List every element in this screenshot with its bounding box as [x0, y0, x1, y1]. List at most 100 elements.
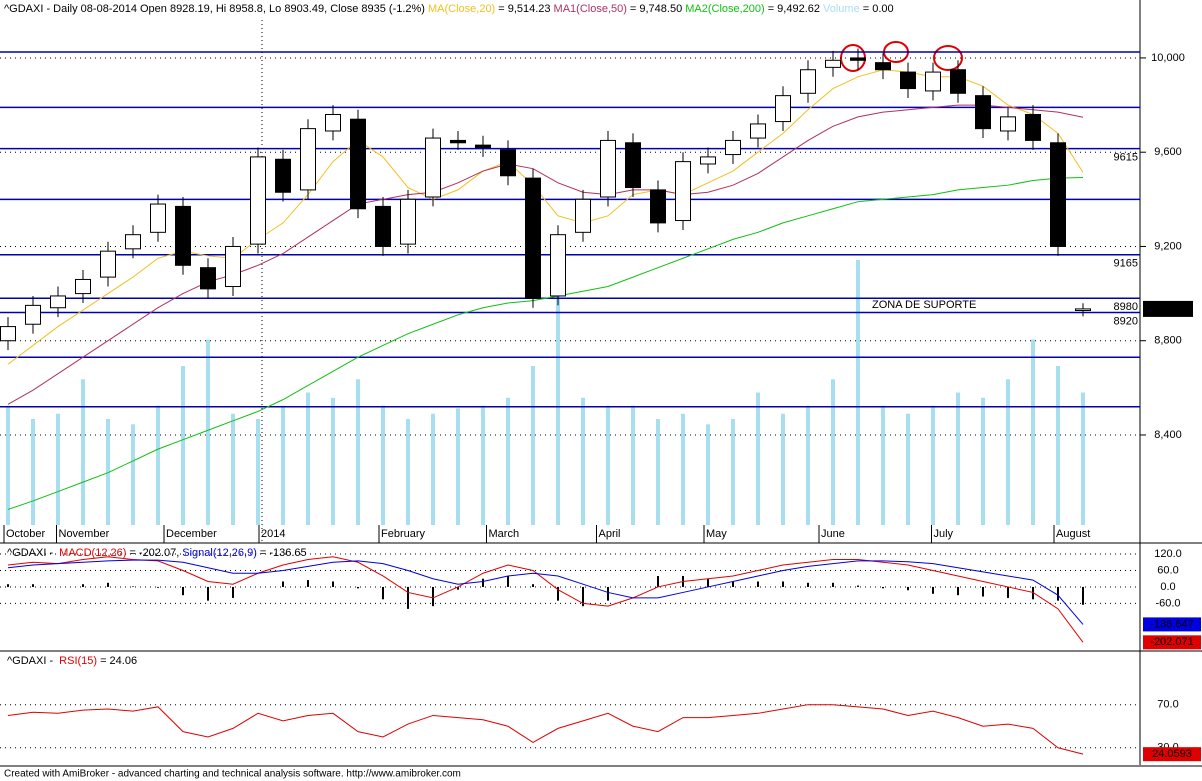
y-tick-label: 70.0 [1157, 699, 1178, 711]
volume-bar [381, 405, 385, 525]
volume-bar [831, 379, 835, 525]
macd-histogram [982, 586, 984, 597]
macd-histogram [657, 575, 659, 587]
volume-bar [781, 413, 785, 525]
volume-bar [456, 408, 460, 525]
price-label: 8,935 [1154, 303, 1182, 315]
macd-histogram [207, 586, 209, 601]
volume-bar [331, 397, 335, 525]
candle-body [375, 205, 391, 247]
volume-bar [306, 392, 310, 525]
volume-bar [356, 379, 360, 525]
macd-histogram [82, 584, 84, 587]
y-tick-label: 120.0 [1154, 548, 1182, 560]
header: ^GDAXI - Daily 08-08-2014 Open 8928.19, … [4, 3, 894, 15]
end-box [1143, 617, 1201, 632]
candle-body [1050, 142, 1066, 247]
macd-histogram [757, 581, 759, 587]
volume-bar [281, 405, 285, 525]
macd-histogram [582, 586, 584, 607]
macd-histogram [532, 584, 534, 587]
legend-text: = 9,748.50 [630, 3, 682, 15]
candle-body [950, 69, 966, 94]
candle-body [875, 62, 891, 71]
macd-histogram [907, 586, 909, 591]
legend-text: MA1(Close,50) [554, 3, 627, 15]
volume-bar [1006, 379, 1010, 525]
volume-bar [906, 413, 910, 525]
candle-body [775, 95, 791, 123]
volume-bar [531, 366, 535, 525]
legend-text: = 24.06 [100, 655, 137, 667]
candle-body [975, 95, 991, 130]
macd-histogram [832, 582, 834, 587]
rsi-header: ^GDAXI - RSI(15) = 24.06 [7, 655, 137, 667]
volume-bar [1081, 392, 1085, 525]
x-tick-label: June [821, 528, 845, 540]
level-label: 8920 [1114, 315, 1138, 327]
price-box [1143, 300, 1193, 317]
legend-text: MA(Close,20) [428, 3, 495, 15]
volume-bar [1056, 366, 1060, 525]
volume-bar [981, 397, 985, 525]
top-marker [933, 45, 963, 71]
rsi-line [7, 704, 1084, 755]
candle-body [1075, 308, 1091, 312]
candle-body [275, 158, 291, 193]
macd-histogram [932, 586, 934, 594]
candle-body [400, 198, 416, 245]
macd-histogram [482, 578, 484, 587]
volume-bar [506, 397, 510, 525]
macd-histogram [1057, 586, 1059, 601]
moving-average [7, 177, 1084, 510]
volume-bar [6, 405, 10, 525]
x-tick-label: November [59, 528, 110, 540]
volume-bar [856, 260, 860, 525]
candle-body [425, 137, 441, 198]
end-label: 24.0593 [1152, 748, 1192, 760]
volume-bar [656, 419, 660, 525]
legend-text: MA2(Close,200) [685, 3, 764, 15]
x-tick-label: February [381, 528, 426, 540]
candle-body [575, 198, 591, 233]
legend-text: = 9,492.62 [768, 3, 820, 15]
macd-histogram [557, 586, 559, 601]
candle-body [50, 295, 66, 309]
candle-body [675, 161, 691, 222]
volume-bar [31, 419, 35, 525]
candle-body [100, 250, 116, 278]
candle-body [1025, 113, 1041, 141]
candle-body [800, 69, 816, 94]
level-label: 8980 [1114, 301, 1138, 313]
candle-body [700, 156, 716, 165]
candle-body [650, 189, 666, 224]
candle-body [850, 57, 866, 61]
volume-bar [806, 405, 810, 525]
level-label: 9165 [1114, 258, 1138, 270]
macd-histogram [957, 586, 959, 596]
volume-bar [481, 405, 485, 525]
y-tick-label: 8,400 [1154, 429, 1182, 441]
candle-body [1000, 116, 1016, 132]
volume-bar [56, 413, 60, 525]
y-tick-label: 9,200 [1154, 240, 1182, 252]
macd-histogram [607, 586, 609, 601]
y-tick-label: 60.0 [1157, 564, 1178, 576]
volume-bar [581, 397, 585, 525]
candle-body [750, 123, 766, 139]
y-tick-label: 8,800 [1154, 335, 1182, 347]
volume-bar [556, 273, 560, 525]
macd-histogram [507, 575, 509, 587]
candle-body [225, 245, 241, 288]
volume-bar [231, 413, 235, 525]
volume-bar [206, 339, 210, 525]
volume-bar [606, 405, 610, 525]
title: ^GDAXI - Daily 08-08-2014 Open 8928.19, … [4, 3, 425, 15]
volume-bar [706, 424, 710, 525]
volume-bar [681, 413, 685, 525]
x-tick-label: 2014 [261, 528, 285, 540]
volume-bar [1031, 339, 1035, 525]
volume-bar [431, 413, 435, 525]
candle-body [175, 205, 191, 266]
